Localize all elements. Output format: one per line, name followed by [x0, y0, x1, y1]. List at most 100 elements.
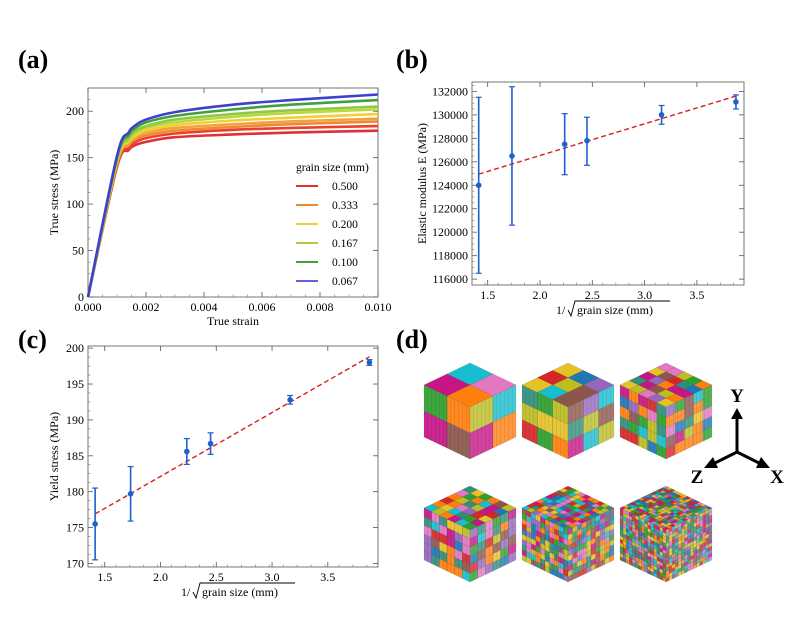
c-xtick-label: 3.0 — [265, 570, 280, 584]
series-line-0.067 — [86, 93, 379, 298]
b-point — [475, 182, 482, 189]
b-point — [658, 112, 665, 118]
b-xtick-label: 2.5 — [585, 288, 600, 302]
legend-label: 0.333 — [332, 200, 358, 212]
b-point — [584, 137, 590, 144]
chart-yield-stress: 1.5 2.0 2.5 3.0 3.5 170 175 180 185 190 195 200 1/gr… — [47, 341, 379, 600]
b-point — [733, 99, 739, 105]
cube-top-cell — [461, 522, 479, 531]
b-frame — [471, 81, 745, 286]
cube-mesh — [623, 509, 709, 581]
b-ytick-label: 128000 — [432, 131, 468, 145]
a-xtick-label: 0.002 — [133, 300, 160, 314]
b-ylabel: Elastic modulus E (MPa) — [415, 123, 429, 244]
b-xtick-label: 3.5 — [689, 288, 704, 302]
a-ytick-label: 150 — [66, 151, 84, 165]
a-xtick-label: 0.006 — [249, 300, 276, 314]
axis-z-head — [704, 457, 718, 468]
cube-top-cell — [446, 384, 494, 408]
c-xtick-label: 2.5 — [209, 570, 224, 584]
panel-label-b: (b) — [396, 45, 428, 74]
c-ytick-label: 175 — [66, 521, 84, 535]
cube-mesh — [525, 386, 611, 458]
b-ytick-label: 120000 — [432, 225, 468, 239]
a-ytick-label: 50 — [72, 244, 84, 258]
legend-label: 0.100 — [332, 257, 358, 269]
b-point — [509, 153, 515, 159]
b-fit-line — [478, 95, 737, 175]
c-sqrt-sign — [192, 582, 295, 600]
axis-x-head — [756, 457, 770, 468]
c-ytick-label: 170 — [66, 556, 84, 570]
a-ytick-label: 200 — [66, 104, 84, 118]
cube-right-cell — [492, 410, 517, 449]
a-ylabel: True stress (MPa) — [47, 150, 61, 236]
panel-label-c: (c) — [18, 325, 47, 354]
legend-label: 0.167 — [332, 238, 358, 250]
a-xtick-label: 0.010 — [365, 300, 392, 314]
b-point — [561, 141, 568, 147]
legend-label: 0.067 — [332, 276, 358, 288]
cube-2 — [521, 362, 615, 460]
legend-label: 0.200 — [332, 219, 358, 231]
b-ytick-label: 132000 — [432, 84, 468, 98]
cube-mesh — [427, 509, 513, 581]
cube-top-cell — [656, 397, 676, 408]
cube-1 — [423, 362, 517, 460]
c-point — [92, 521, 98, 527]
axis-y-label: Y — [730, 386, 744, 407]
c-xlabel-prefix: 1/ — [181, 585, 191, 599]
c-ytick-label: 190 — [66, 413, 84, 427]
c-ylabel: Yield stress (MPa) — [47, 412, 61, 501]
b-ytick-label: 126000 — [432, 155, 468, 169]
b-xtick-label: 1.5 — [480, 288, 495, 302]
b-xlabel: 1/grain size (mm) — [556, 300, 670, 318]
cube-top-cell — [552, 392, 584, 408]
legend-title: grain size (mm) — [296, 162, 369, 174]
c-xtick-label: 2.0 — [153, 570, 168, 584]
cube-4 — [423, 485, 517, 583]
b-ytick-label: 116000 — [432, 272, 468, 286]
b-ytick-label: 118000 — [432, 249, 468, 263]
panel-label-d: (d) — [396, 325, 428, 354]
grain-cubes — [423, 362, 713, 583]
cube-6 — [619, 485, 713, 583]
axis-z-arrow — [712, 450, 738, 466]
c-ytick-label: 200 — [66, 341, 84, 355]
cube-top-cell — [662, 526, 670, 531]
series-line-0.500 — [86, 129, 379, 298]
cube-3 — [619, 362, 713, 460]
legend-label: 0.500 — [332, 181, 358, 193]
chart-elastic-modulus: 1.5 2.0 2.5 3.0 3.5 116000 118000 120000 122000 1… — [415, 81, 745, 318]
cube-right-cell — [708, 556, 713, 562]
c-point — [287, 397, 293, 403]
b-sqrt-sign — [567, 300, 670, 318]
a-xlabel: True strain — [207, 314, 259, 328]
axis-x-arrow — [736, 450, 762, 466]
a-ytick-label: 100 — [66, 197, 84, 211]
panel-label-a: (a) — [18, 45, 48, 74]
axis-z-label: Z — [691, 467, 704, 488]
c-frame — [87, 345, 379, 568]
b-ytick-label: 130000 — [432, 108, 468, 122]
b-xlabel-radicand: grain size (mm) — [577, 303, 653, 317]
cube-top-cell — [562, 525, 574, 531]
c-xlabel: 1/grain size (mm) — [181, 582, 295, 600]
cube-right-cell — [702, 426, 713, 442]
c-xtick-label: 1.5 — [97, 570, 112, 584]
cube-right-cell — [598, 419, 615, 445]
cube-5 — [521, 485, 615, 583]
b-ytick-label: 124000 — [432, 178, 468, 192]
c-ytick-label: 195 — [66, 377, 84, 391]
coordinate-axes: Y X Z — [691, 386, 784, 488]
a-xtick-label: 0.004 — [191, 300, 218, 314]
b-xlabel-prefix: 1/ — [556, 303, 566, 317]
c-point — [127, 491, 134, 497]
axis-y-head — [731, 408, 743, 419]
b-xtick-label: 2.0 — [533, 288, 548, 302]
cube-mesh — [623, 386, 709, 458]
a-xtick-label: 0.000 — [75, 300, 102, 314]
c-xlabel-radicand: grain size (mm) — [202, 585, 278, 599]
b-ytick-label: 122000 — [432, 202, 468, 216]
